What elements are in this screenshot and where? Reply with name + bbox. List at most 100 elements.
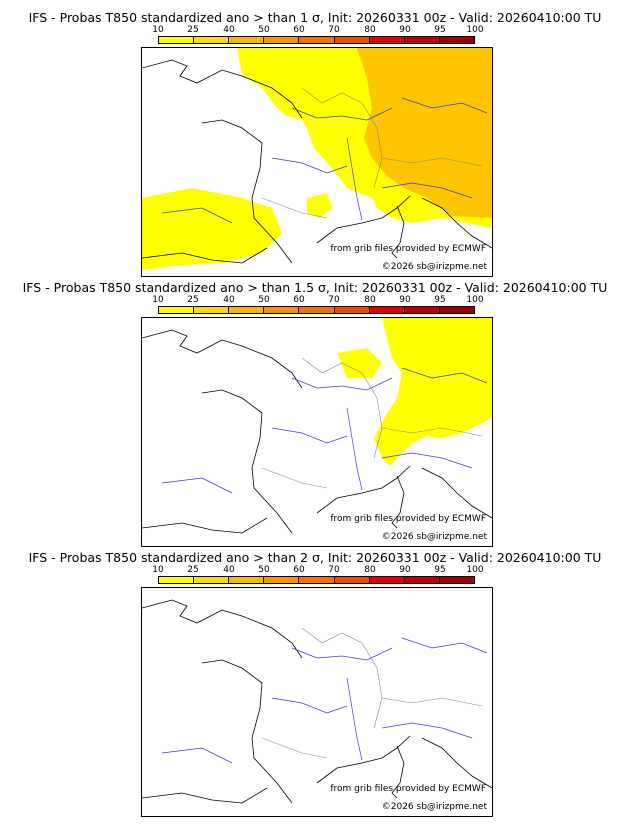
river [161, 207, 233, 224]
colorbar-tick: 25 [187, 295, 199, 305]
river [346, 677, 363, 761]
map-frame: from grib files provided by ECMWF ©2026 … [141, 317, 493, 547]
colorbar-ticks: 10 25 40 50 60 70 80 90 95 100 [145, 25, 495, 35]
river [161, 747, 233, 764]
river [271, 427, 348, 444]
colorbar-tick: 100 [466, 565, 484, 575]
coastline [316, 735, 411, 784]
colorbar-tick: 50 [258, 565, 270, 575]
coastline [391, 205, 405, 259]
probability-zone-10-25 [337, 348, 382, 378]
colorbar-tick: 95 [434, 25, 446, 35]
colorbar-segment [229, 577, 265, 583]
data-source-credit: from grib files provided by ECMWF [330, 784, 486, 794]
colorbar-tick: 10 [152, 295, 164, 305]
border [381, 427, 483, 437]
probability-zone-25-40 [357, 48, 492, 218]
probability-zone-10-25 [374, 318, 492, 466]
coastline [142, 599, 303, 659]
colorbar-ticks: 10 25 40 50 60 70 80 90 95 100 [145, 565, 495, 575]
river [291, 377, 393, 391]
colorbar-tick: 50 [258, 25, 270, 35]
colorbar-segment [404, 577, 440, 583]
river [291, 107, 393, 121]
colorbar-segment [194, 307, 230, 313]
map-frame: from grib files provided by ECMWF ©2026 … [141, 587, 493, 817]
panel-title: IFS - Probas T850 standardized ano > tha… [28, 550, 602, 565]
coastline [201, 389, 293, 534]
map-canvas [142, 599, 492, 804]
colorbar-tick: 80 [364, 295, 376, 305]
panel-title: IFS - Probas T850 standardized ano > tha… [28, 10, 602, 25]
colorbar-tick: 25 [187, 565, 199, 575]
coastline [142, 787, 268, 804]
colorbar-segment [159, 307, 195, 313]
map-canvas [142, 48, 492, 270]
colorbar-tick: 10 [152, 25, 164, 35]
coastline [201, 659, 293, 804]
colorbar [158, 36, 475, 44]
colorbar-segment [229, 37, 265, 43]
river [401, 637, 488, 654]
probability-zone-10-25 [307, 193, 332, 218]
colorbar-tick: 60 [293, 565, 305, 575]
river [346, 137, 363, 221]
copyright: ©2026 sb@irizpme.net [381, 262, 487, 272]
colorbar-tick: 80 [364, 565, 376, 575]
data-source-credit: from grib files provided by ECMWF [330, 514, 486, 524]
coastline [391, 475, 405, 529]
river [161, 477, 233, 494]
colorbar-segment [229, 307, 265, 313]
colorbar-tick: 70 [328, 295, 340, 305]
colorbar-segment [439, 577, 474, 583]
colorbar-segment [369, 307, 405, 313]
colorbar-tick: 40 [223, 295, 235, 305]
colorbar-tick: 100 [466, 25, 484, 35]
colorbar [158, 306, 475, 314]
colorbar-tick: 60 [293, 295, 305, 305]
colorbar-tick: 60 [293, 25, 305, 35]
map-frame: from grib files provided by ECMWF ©2026 … [141, 47, 493, 277]
map-panel-3: IFS - Probas T850 standardized ano > tha… [0, 540, 630, 817]
colorbar-tick: 50 [258, 295, 270, 305]
coastline [421, 197, 492, 249]
data-source-credit: from grib files provided by ECMWF [330, 244, 486, 254]
river [401, 367, 488, 384]
coastline [142, 247, 268, 264]
colorbar-tick: 40 [223, 565, 235, 575]
colorbar-tick: 70 [328, 565, 340, 575]
border [381, 697, 483, 707]
colorbar-segment [439, 307, 474, 313]
river [381, 182, 473, 199]
colorbar-ticks: 10 25 40 50 60 70 80 90 95 100 [145, 295, 495, 305]
colorbar-segment [194, 577, 230, 583]
border [261, 467, 328, 489]
colorbar-tick: 10 [152, 565, 164, 575]
coastline [421, 737, 492, 789]
river [271, 697, 348, 714]
river [381, 452, 473, 469]
river [346, 407, 363, 491]
coastline [142, 329, 303, 389]
colorbar-segment [439, 37, 474, 43]
colorbar-tick: 80 [364, 25, 376, 35]
panel-title: IFS - Probas T850 standardized ano > tha… [22, 280, 608, 295]
colorbar-segment [194, 37, 230, 43]
colorbar-segment [334, 577, 370, 583]
colorbar-segment [159, 577, 195, 583]
copyright: ©2026 sb@irizpme.net [381, 802, 487, 812]
colorbar [158, 576, 475, 584]
colorbar-segment [264, 37, 300, 43]
map-canvas [142, 318, 492, 534]
map-panel-1: IFS - Probas T850 standardized ano > tha… [0, 0, 630, 277]
river [381, 722, 473, 739]
probability-zone-10-25 [142, 188, 282, 270]
colorbar-segment [334, 37, 370, 43]
colorbar-segment [369, 577, 405, 583]
coastline [421, 467, 492, 519]
coastline [142, 59, 303, 119]
copyright: ©2026 sb@irizpme.net [381, 532, 487, 542]
colorbar-tick: 40 [223, 25, 235, 35]
colorbar-tick: 25 [187, 25, 199, 35]
colorbar-tick: 90 [399, 565, 411, 575]
